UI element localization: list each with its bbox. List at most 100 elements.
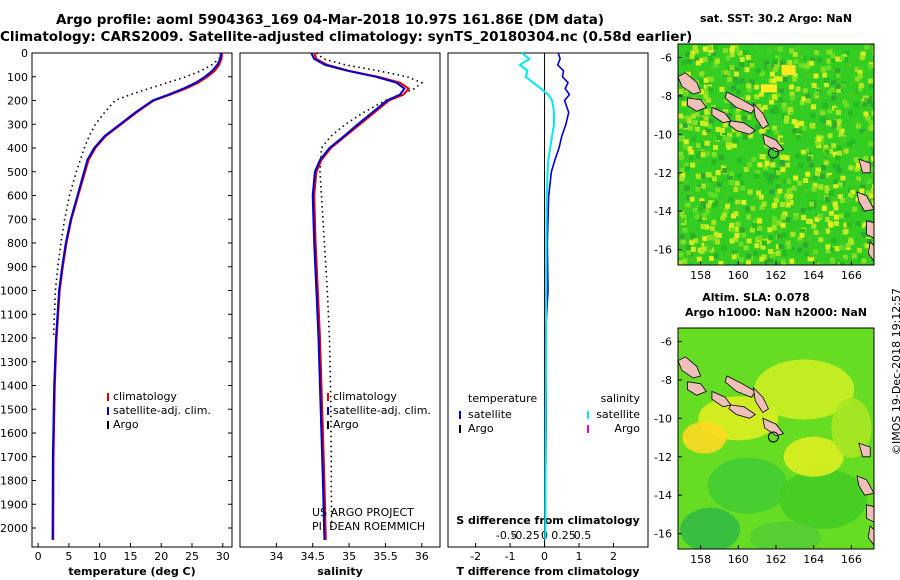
sst-pixel (761, 240, 767, 246)
sst-pixel (827, 219, 833, 225)
sst-pixel (738, 148, 744, 154)
sla-map-title: Altim. SLA: 0.078 (702, 291, 809, 304)
sst-pixel (678, 94, 684, 100)
sst-pixel (708, 118, 714, 124)
legend-entry: satellite-adj. clim. (113, 404, 211, 417)
sst-pixel (728, 196, 734, 202)
sst-pixel (822, 72, 828, 78)
sst-pixel (833, 221, 839, 227)
sst-pixel (754, 243, 760, 249)
sst-pixel (801, 125, 807, 131)
sla-blob (783, 436, 844, 477)
sst-pixel (700, 152, 706, 158)
sst-pixel (755, 229, 761, 235)
sst-pixel (707, 51, 713, 57)
x-tick-label: -2 (470, 550, 481, 563)
sst-pixel (862, 223, 868, 229)
sst-pixel (779, 160, 785, 166)
sst-pixel (834, 214, 839, 220)
sst-pixel (679, 183, 685, 189)
island (752, 386, 770, 414)
sst-pixel (705, 127, 711, 133)
island (678, 356, 702, 379)
sla-map-subtitle: Argo h1000: NaN h2000: NaN (685, 306, 867, 319)
x-tick-label: 15 (123, 550, 137, 563)
sst-pixel (823, 160, 829, 166)
sst-pixel (865, 242, 871, 248)
sst-pixel (690, 233, 696, 239)
sst-pixel (734, 253, 740, 259)
sst-pixel (846, 222, 852, 228)
map-y-tick-label: -6 (661, 335, 672, 348)
sst-pixel (714, 58, 720, 64)
sst-pixel (830, 57, 836, 63)
sst-pixel (681, 214, 687, 220)
map-y-tick-label: -14 (654, 489, 672, 502)
sst-pixel (843, 229, 849, 235)
sst-pixel (704, 140, 710, 146)
sst-pixel (780, 172, 786, 178)
sst-pixel (754, 84, 760, 90)
sla-blob (680, 507, 741, 549)
sst-pixel (694, 48, 699, 54)
sst-pixel (811, 82, 817, 88)
sst-pixel (746, 83, 752, 89)
sst-pixel (685, 51, 691, 57)
sst-pixel (741, 232, 747, 238)
sst-pixel (687, 107, 693, 113)
float-location-marker (767, 147, 779, 159)
sst-pixel (713, 44, 719, 50)
sst-pixel (846, 197, 852, 202)
y-tick-label: 900 (7, 261, 28, 274)
sst-pixel (753, 219, 759, 225)
sst-pixel (775, 184, 781, 190)
sst-pixel (714, 239, 720, 245)
sst-pixel (678, 136, 684, 142)
sst-pixel (854, 157, 860, 163)
sst-pixel (750, 206, 756, 211)
sst-pixel (732, 138, 738, 144)
sst-pixel (742, 134, 748, 140)
sst-pixel (690, 246, 696, 252)
sst-pixel (725, 141, 731, 147)
sst-pixel (735, 109, 741, 115)
sst-pixel (729, 65, 735, 71)
sst-pixel (827, 108, 833, 114)
sst-pixel (700, 141, 706, 147)
sst-pixel (693, 238, 699, 244)
x-tick-label-s: -0.5 (496, 529, 517, 542)
sst-pixel (773, 197, 779, 203)
sst-pixel (765, 239, 770, 244)
sst-pixel (720, 127, 725, 133)
sst-pixel (713, 145, 718, 151)
island (866, 220, 874, 239)
sst-pixel (778, 97, 783, 103)
sst-pixel (855, 123, 861, 129)
sst-pixel (785, 162, 791, 168)
sst-pixel (807, 256, 813, 262)
legend-entry: Argo (468, 422, 494, 435)
sst-pixel (794, 123, 800, 129)
sst-pixel (799, 54, 805, 60)
island (858, 158, 871, 174)
sst-pixel (720, 215, 726, 221)
sst-pixel (771, 225, 777, 231)
sst-pixel (786, 178, 792, 184)
sst-pixel (687, 191, 693, 197)
sst-pixel (691, 113, 697, 119)
sst-pixel (702, 46, 708, 52)
x-tick-label-s: 0.5 (574, 529, 592, 542)
sst-pixel (781, 102, 787, 108)
sst-pixel (812, 182, 818, 188)
sst-pixel (733, 226, 739, 232)
sst-pixel (851, 253, 857, 259)
sst-pixel (871, 188, 874, 193)
pi-annotation: PI: DEAN ROEMMICH (312, 520, 425, 533)
sst-pixel (694, 214, 700, 220)
sst-pixel (699, 198, 705, 204)
sst-pixel (788, 101, 793, 107)
sst-pixel (731, 254, 737, 260)
island (687, 381, 707, 396)
sst-pixel (682, 115, 688, 121)
sst-pixel (759, 204, 765, 210)
